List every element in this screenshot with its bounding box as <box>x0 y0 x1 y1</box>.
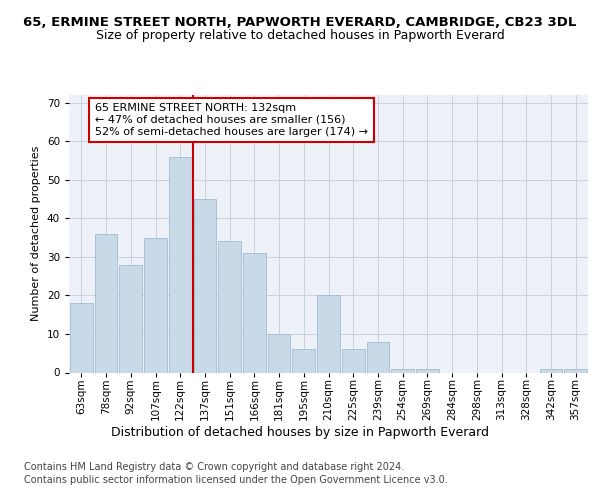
Bar <box>292 350 315 372</box>
Bar <box>539 368 562 372</box>
Bar <box>342 350 365 372</box>
Text: Contains public sector information licensed under the Open Government Licence v3: Contains public sector information licen… <box>24 475 448 485</box>
Text: 65 ERMINE STREET NORTH: 132sqm
← 47% of detached houses are smaller (156)
52% of: 65 ERMINE STREET NORTH: 132sqm ← 47% of … <box>95 104 368 136</box>
Bar <box>169 156 191 372</box>
Bar <box>416 368 439 372</box>
Bar <box>70 303 93 372</box>
Bar <box>218 242 241 372</box>
Bar <box>367 342 389 372</box>
Text: Contains HM Land Registry data © Crown copyright and database right 2024.: Contains HM Land Registry data © Crown c… <box>24 462 404 472</box>
Bar <box>243 253 266 372</box>
Y-axis label: Number of detached properties: Number of detached properties <box>31 146 41 322</box>
Text: 65, ERMINE STREET NORTH, PAPWORTH EVERARD, CAMBRIDGE, CB23 3DL: 65, ERMINE STREET NORTH, PAPWORTH EVERAR… <box>23 16 577 29</box>
Bar <box>144 238 167 372</box>
Bar <box>95 234 118 372</box>
Bar <box>268 334 290 372</box>
Bar <box>317 296 340 372</box>
Text: Size of property relative to detached houses in Papworth Everard: Size of property relative to detached ho… <box>95 29 505 42</box>
Bar <box>564 368 587 372</box>
Bar <box>119 264 142 372</box>
Bar <box>391 368 414 372</box>
Bar <box>194 199 216 372</box>
Text: Distribution of detached houses by size in Papworth Everard: Distribution of detached houses by size … <box>111 426 489 439</box>
